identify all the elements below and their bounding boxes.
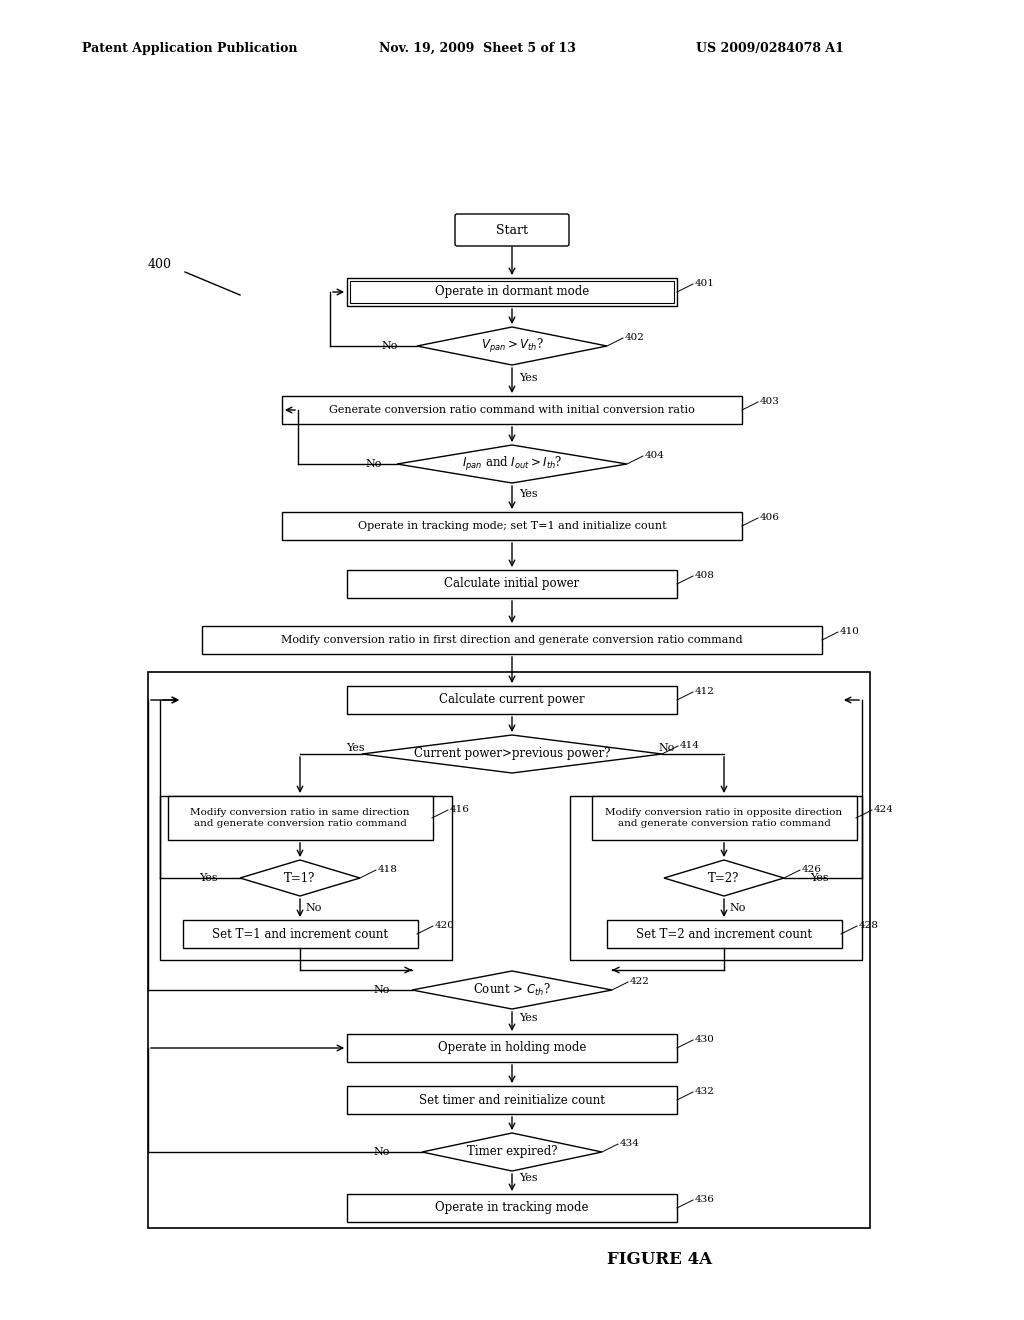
Text: Operate in tracking mode; set T=1 and initialize count: Operate in tracking mode; set T=1 and in… bbox=[357, 521, 667, 531]
Text: Yes: Yes bbox=[519, 488, 538, 499]
Text: T=1?: T=1? bbox=[285, 871, 315, 884]
Polygon shape bbox=[397, 445, 627, 483]
Text: Yes: Yes bbox=[519, 1012, 538, 1023]
FancyBboxPatch shape bbox=[347, 1195, 677, 1222]
Text: 403: 403 bbox=[760, 397, 780, 407]
Text: Calculate current power: Calculate current power bbox=[439, 693, 585, 706]
FancyBboxPatch shape bbox=[347, 686, 677, 714]
Text: Timer expired?: Timer expired? bbox=[467, 1146, 557, 1159]
Text: 426: 426 bbox=[802, 866, 822, 874]
Text: No: No bbox=[374, 985, 390, 995]
Text: 404: 404 bbox=[645, 451, 665, 461]
Text: Yes: Yes bbox=[519, 374, 538, 383]
FancyBboxPatch shape bbox=[347, 1034, 677, 1063]
Text: 408: 408 bbox=[695, 572, 715, 581]
Text: Set timer and reinitialize count: Set timer and reinitialize count bbox=[419, 1093, 605, 1106]
Text: US 2009/0284078 A1: US 2009/0284078 A1 bbox=[696, 42, 844, 55]
Text: Count > $C_{th}$?: Count > $C_{th}$? bbox=[473, 982, 551, 998]
Text: 434: 434 bbox=[620, 1139, 640, 1148]
Polygon shape bbox=[240, 861, 360, 896]
Text: No: No bbox=[730, 903, 746, 913]
FancyBboxPatch shape bbox=[282, 512, 742, 540]
Text: Modify conversion ratio in first direction and generate conversion ratio command: Modify conversion ratio in first directi… bbox=[282, 635, 742, 645]
Text: 430: 430 bbox=[695, 1035, 715, 1044]
Text: Yes: Yes bbox=[810, 873, 828, 883]
FancyBboxPatch shape bbox=[347, 570, 677, 598]
Text: Generate conversion ratio command with initial conversion ratio: Generate conversion ratio command with i… bbox=[329, 405, 695, 414]
Polygon shape bbox=[664, 861, 784, 896]
FancyBboxPatch shape bbox=[350, 281, 674, 304]
Text: 400: 400 bbox=[148, 259, 172, 272]
Text: 420: 420 bbox=[435, 921, 455, 931]
Text: No: No bbox=[306, 903, 323, 913]
Text: 416: 416 bbox=[450, 805, 470, 814]
Polygon shape bbox=[422, 1133, 602, 1171]
Text: 412: 412 bbox=[695, 688, 715, 697]
FancyBboxPatch shape bbox=[347, 1086, 677, 1114]
Text: 414: 414 bbox=[680, 742, 699, 751]
FancyBboxPatch shape bbox=[455, 214, 569, 246]
FancyBboxPatch shape bbox=[347, 279, 677, 306]
Text: 424: 424 bbox=[874, 805, 894, 814]
Text: 422: 422 bbox=[630, 978, 650, 986]
Text: FIGURE 4A: FIGURE 4A bbox=[607, 1251, 713, 1269]
Text: 406: 406 bbox=[760, 513, 780, 523]
Text: Yes: Yes bbox=[519, 1173, 538, 1183]
FancyBboxPatch shape bbox=[202, 626, 822, 653]
Text: Yes: Yes bbox=[346, 743, 365, 752]
Text: 428: 428 bbox=[859, 921, 879, 931]
Text: 410: 410 bbox=[840, 627, 860, 636]
Text: Operate in holding mode: Operate in holding mode bbox=[438, 1041, 586, 1055]
Text: Modify conversion ratio in opposite direction
and generate conversion ratio comm: Modify conversion ratio in opposite dire… bbox=[605, 808, 843, 828]
FancyBboxPatch shape bbox=[168, 796, 432, 840]
Text: 401: 401 bbox=[695, 280, 715, 289]
Polygon shape bbox=[362, 735, 662, 774]
Text: Set T=2 and increment count: Set T=2 and increment count bbox=[636, 928, 812, 940]
FancyBboxPatch shape bbox=[182, 920, 418, 948]
Text: Nov. 19, 2009  Sheet 5 of 13: Nov. 19, 2009 Sheet 5 of 13 bbox=[379, 42, 575, 55]
Text: 418: 418 bbox=[378, 866, 398, 874]
Text: 402: 402 bbox=[625, 334, 645, 342]
Text: No: No bbox=[374, 1147, 390, 1158]
Text: 432: 432 bbox=[695, 1088, 715, 1097]
Polygon shape bbox=[417, 327, 607, 366]
Text: No: No bbox=[366, 459, 382, 469]
Text: Operate in dormant mode: Operate in dormant mode bbox=[435, 285, 589, 298]
FancyBboxPatch shape bbox=[282, 396, 742, 424]
Text: Operate in tracking mode: Operate in tracking mode bbox=[435, 1201, 589, 1214]
Text: Modify conversion ratio in same direction
and generate conversion ratio command: Modify conversion ratio in same directio… bbox=[190, 808, 410, 828]
Text: Patent Application Publication: Patent Application Publication bbox=[82, 42, 297, 55]
Text: Set T=1 and increment count: Set T=1 and increment count bbox=[212, 928, 388, 940]
FancyBboxPatch shape bbox=[606, 920, 842, 948]
Text: Yes: Yes bbox=[200, 873, 218, 883]
Polygon shape bbox=[412, 972, 612, 1008]
Text: Current power>previous power?: Current power>previous power? bbox=[414, 747, 610, 760]
Text: Calculate initial power: Calculate initial power bbox=[444, 578, 580, 590]
Text: $I_{pan}$ and $I_{out} > I_{th}$?: $I_{pan}$ and $I_{out} > I_{th}$? bbox=[462, 455, 562, 473]
Text: 436: 436 bbox=[695, 1196, 715, 1204]
Text: T=2?: T=2? bbox=[709, 871, 739, 884]
FancyBboxPatch shape bbox=[592, 796, 856, 840]
Text: No: No bbox=[382, 341, 398, 351]
Text: Start: Start bbox=[496, 223, 528, 236]
Text: No: No bbox=[658, 743, 675, 752]
Text: $V_{pan} > V_{th}$?: $V_{pan} > V_{th}$? bbox=[480, 337, 544, 355]
